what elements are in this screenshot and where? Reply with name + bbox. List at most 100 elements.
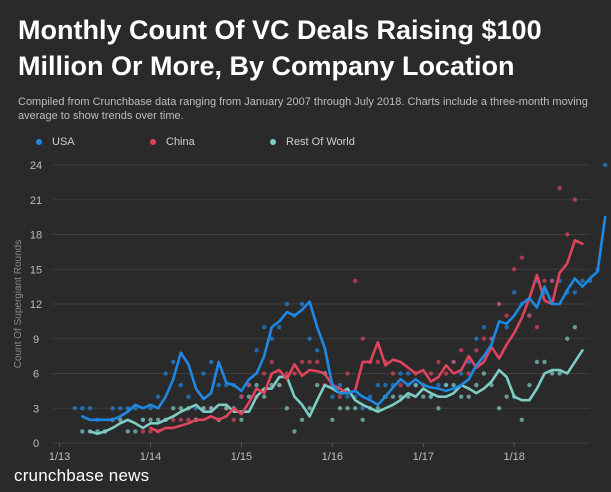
y-tick-label: 6 <box>33 369 39 381</box>
data-point <box>178 417 184 423</box>
data-point <box>352 278 358 284</box>
data-point <box>292 371 297 376</box>
x-tick-label: 1/18 <box>504 451 525 463</box>
data-point <box>383 382 388 388</box>
data-point <box>246 382 252 388</box>
data-point <box>284 301 290 307</box>
data-point <box>360 406 365 411</box>
data-point <box>171 417 176 423</box>
x-tick-label: 1/13 <box>49 451 70 463</box>
data-point <box>277 382 282 388</box>
data-point <box>458 348 464 353</box>
data-point <box>504 313 509 318</box>
data-point <box>481 336 487 341</box>
x-tick-label: 1/17 <box>413 451 434 463</box>
y-axis-title: Count Of Supergiant Rounds <box>13 240 24 368</box>
data-point <box>80 429 85 434</box>
y-tick-label: 9 <box>33 334 39 346</box>
data-point <box>360 417 365 423</box>
data-point <box>542 278 547 284</box>
data-point <box>549 371 555 376</box>
data-point <box>315 348 320 353</box>
y-tick-label: 12 <box>30 299 42 311</box>
data-point <box>125 429 130 434</box>
data-point <box>519 255 525 260</box>
legend-item-rest-of-world: Rest Of World <box>270 136 355 148</box>
data-point <box>148 429 153 434</box>
data-point <box>110 406 115 411</box>
data-point <box>261 324 267 330</box>
data-point <box>405 371 411 376</box>
chart-title: Monthly Count Of VC Deals Raising $100 M… <box>18 15 542 81</box>
data-point <box>72 406 77 411</box>
data-point <box>602 162 608 168</box>
data-point <box>299 417 305 423</box>
series-line-china <box>149 238 584 433</box>
data-point <box>299 301 305 307</box>
crunchbase-news-logo: crunchbase news <box>14 466 150 485</box>
data-point <box>375 359 381 365</box>
data-point <box>277 324 282 330</box>
data-point <box>315 382 320 388</box>
data-point <box>315 359 320 365</box>
data-point <box>580 278 585 284</box>
data-point <box>178 406 184 411</box>
legend-item-china: China <box>150 136 195 148</box>
data-point <box>436 382 441 388</box>
legend-row-dot-icon <box>270 139 276 145</box>
data-point <box>398 382 403 388</box>
data-point <box>299 359 305 365</box>
y-tick-label: 15 <box>30 264 42 276</box>
data-point <box>557 185 562 191</box>
data-point <box>565 232 570 237</box>
data-point <box>216 382 221 388</box>
data-point <box>572 197 578 202</box>
data-point <box>527 313 532 318</box>
data-point <box>330 394 335 399</box>
data-point <box>375 406 381 411</box>
data-point <box>512 290 517 295</box>
data-point <box>474 382 479 388</box>
data-point <box>413 382 418 388</box>
data-point <box>368 394 373 399</box>
data-point <box>474 348 479 353</box>
data-point <box>519 417 525 423</box>
data-point <box>171 406 176 411</box>
data-point <box>451 359 456 365</box>
data-point <box>390 371 396 376</box>
y-tick-label: 3 <box>33 403 39 415</box>
y-tick-label: 21 <box>30 195 42 207</box>
data-point <box>269 336 274 341</box>
y-tick-label: 0 <box>33 438 39 450</box>
legend-china-dot-icon <box>150 139 156 145</box>
data-point <box>428 394 434 399</box>
data-point <box>254 348 259 353</box>
data-point <box>140 417 146 423</box>
data-point <box>428 371 434 376</box>
y-tick-label: 24 <box>30 160 42 172</box>
data-point <box>292 429 297 434</box>
data-point <box>261 394 267 399</box>
data-point <box>557 371 562 376</box>
legend-china-label: China <box>166 136 195 148</box>
data-point <box>345 406 350 411</box>
data-point <box>117 406 123 411</box>
data-point <box>186 394 191 399</box>
data-point <box>474 336 479 341</box>
data-point <box>549 278 555 284</box>
data-point <box>178 382 184 388</box>
data-point <box>148 406 153 411</box>
data-point <box>345 371 350 376</box>
data-point <box>436 359 441 365</box>
data-point <box>436 406 441 411</box>
data-point <box>504 324 509 330</box>
data-point <box>481 324 487 330</box>
data-point <box>534 324 540 330</box>
data-point <box>451 382 456 388</box>
series-line-usa <box>81 215 607 422</box>
legend-usa-label: USA <box>52 136 75 148</box>
data-point <box>87 406 93 411</box>
data-point <box>330 417 335 423</box>
data-point <box>527 382 532 388</box>
